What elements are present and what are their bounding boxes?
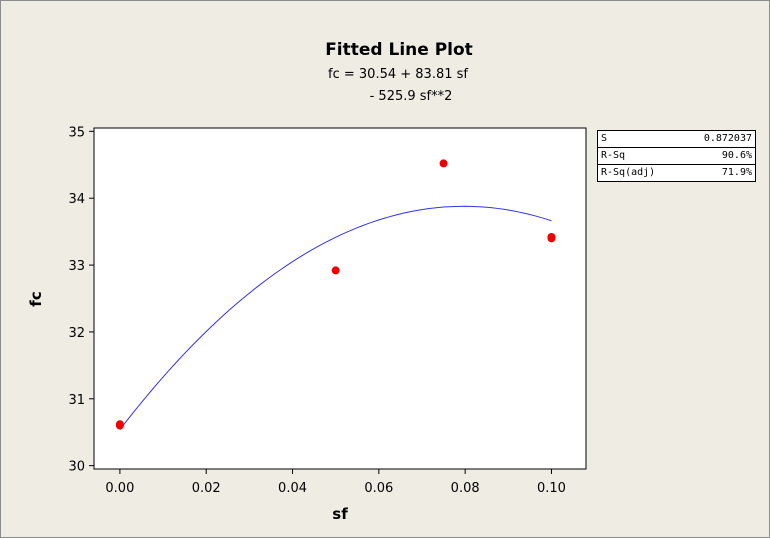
stat-label: R-Sq bbox=[597, 147, 681, 165]
x-tick-label: 0.04 bbox=[278, 481, 307, 496]
x-tick-label: 0.08 bbox=[451, 481, 480, 496]
y-tick-label: 33 bbox=[68, 259, 85, 274]
y-tick-label: 32 bbox=[68, 326, 85, 341]
stat-value: 71.9% bbox=[721, 167, 752, 178]
x-tick-label: 0.10 bbox=[537, 481, 566, 496]
y-axis: 30 31 32 33 34 35 bbox=[68, 125, 94, 475]
data-point bbox=[547, 234, 556, 243]
stat-label: R-Sq(adj) bbox=[601, 167, 656, 178]
stat-row-rsq-adj: R-Sq(adj) 71.9% bbox=[598, 165, 756, 182]
plot-area bbox=[93, 127, 587, 470]
data-point bbox=[115, 421, 124, 430]
y-tick-label: 34 bbox=[68, 192, 85, 207]
x-axis: 0.00 0.02 0.04 0.06 0.08 0.10 bbox=[105, 469, 566, 496]
x-tick-label: 0.00 bbox=[105, 481, 134, 496]
regression-equation-line-1: fc = 30.54 + 83.81 sf bbox=[328, 67, 468, 82]
regression-equation-line-2: - 525.9 sf**2 bbox=[370, 89, 453, 104]
y-tick-label: 31 bbox=[68, 393, 85, 408]
x-axis-label: sf bbox=[332, 505, 348, 523]
chart-title: Fitted Line Plot bbox=[325, 40, 473, 60]
data-point bbox=[331, 266, 340, 275]
stat-value: 90.6% bbox=[680, 147, 756, 165]
y-tick-label: 30 bbox=[68, 460, 85, 475]
stat-row-rsq: R-Sq 90.6% bbox=[597, 147, 756, 165]
y-axis-label: fc bbox=[27, 291, 45, 306]
x-tick-label: 0.02 bbox=[192, 481, 221, 496]
y-tick-label: 35 bbox=[68, 125, 85, 140]
stat-row-s: S 0.872037 bbox=[597, 130, 756, 148]
data-point bbox=[439, 159, 448, 168]
stat-label: S bbox=[597, 130, 681, 148]
stat-value: 0.872037 bbox=[680, 130, 756, 148]
fit-curve bbox=[119, 205, 552, 430]
x-tick-label: 0.06 bbox=[364, 481, 393, 496]
model-summary-table: S 0.872037 R-Sq 90.6% R-Sq(adj) 71.9% bbox=[597, 130, 756, 182]
data-points bbox=[115, 159, 556, 430]
